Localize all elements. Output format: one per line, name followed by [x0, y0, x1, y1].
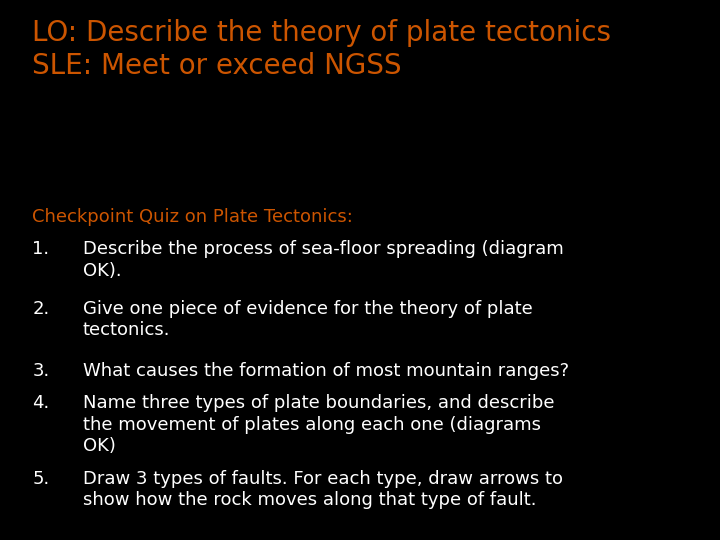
Text: 1.: 1.: [32, 240, 50, 258]
Text: Checkpoint Quiz on Plate Tectonics:: Checkpoint Quiz on Plate Tectonics:: [32, 208, 354, 226]
Text: Name three types of plate boundaries, and describe
the movement of plates along : Name three types of plate boundaries, an…: [83, 394, 554, 455]
Text: 5.: 5.: [32, 470, 50, 488]
Text: What causes the formation of most mountain ranges?: What causes the formation of most mounta…: [83, 362, 569, 380]
Text: Describe the process of sea-floor spreading (diagram
OK).: Describe the process of sea-floor spread…: [83, 240, 564, 280]
Text: LO: Describe the theory of plate tectonics
SLE: Meet or exceed NGSS: LO: Describe the theory of plate tectoni…: [32, 19, 611, 80]
Text: Give one piece of evidence for the theory of plate
tectonics.: Give one piece of evidence for the theor…: [83, 300, 533, 339]
Text: 2.: 2.: [32, 300, 50, 318]
Text: 3.: 3.: [32, 362, 50, 380]
Text: Draw 3 types of faults. For each type, draw arrows to
show how the rock moves al: Draw 3 types of faults. For each type, d…: [83, 470, 563, 509]
Text: 4.: 4.: [32, 394, 50, 412]
